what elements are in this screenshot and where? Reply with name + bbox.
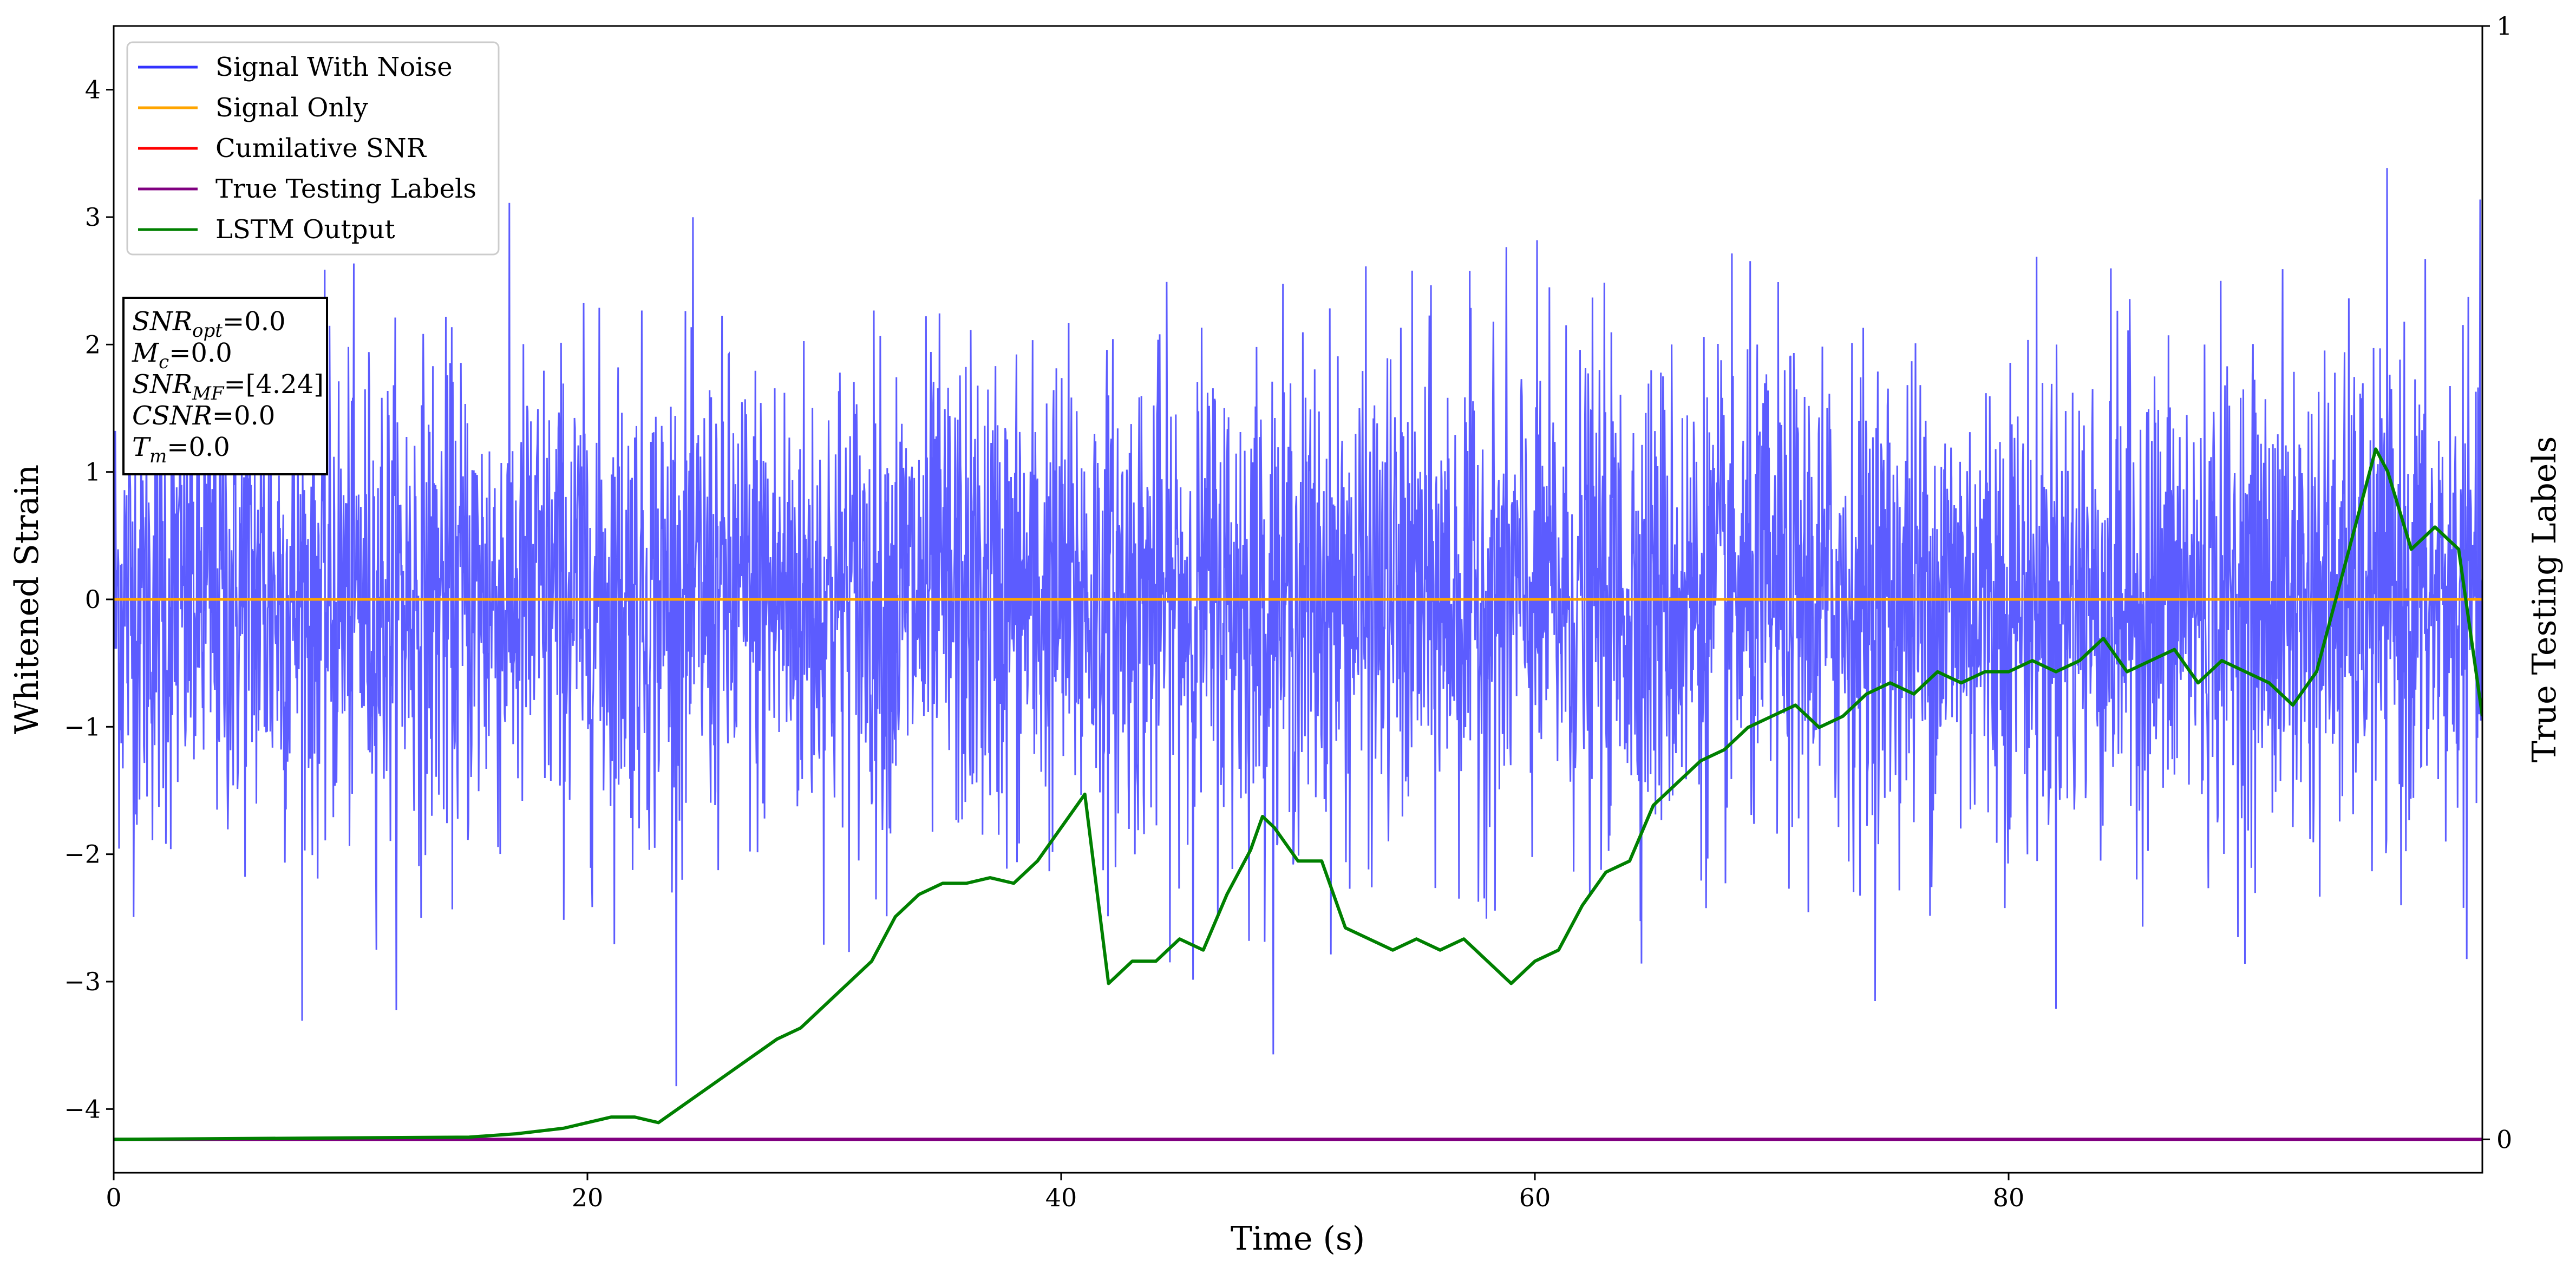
x-tick-label: 60: [1519, 1183, 1551, 1212]
x-axis-label: Time (s): [1231, 1220, 1365, 1258]
y-tick-label: −4: [64, 1094, 101, 1123]
legend-label: Signal Only: [215, 93, 368, 123]
legend-label: Signal With Noise: [215, 52, 453, 82]
series-lstm-output: [114, 447, 2482, 1141]
x-tick-label: 80: [1993, 1183, 2025, 1212]
y-axis-label: Whitened Strain: [8, 465, 46, 734]
plot-area: [114, 168, 2482, 1141]
info-box-frame: [122, 297, 328, 475]
legend-frame: [126, 41, 500, 256]
y-tick-label: 1: [85, 458, 101, 487]
legend: Signal With Noise Signal Only Cumilative S…: [126, 41, 500, 256]
y2-axis: 01: [2482, 11, 2512, 1154]
info-box: SNRopt=0.0Mc=0.0SNRMF=[4.24]CSNR=0.0Tm=0…: [122, 297, 328, 475]
info-box-line: SNRMF=[4.24]: [132, 369, 324, 404]
y-tick-label: 3: [85, 202, 101, 232]
x-tick-label: 20: [572, 1183, 604, 1212]
y-tick-label: 0: [85, 585, 101, 614]
legend-label: Cumilative SNR: [215, 133, 427, 164]
y-tick-label: −2: [64, 840, 101, 869]
y-axis: 4 3 2 1 0 −1 −2 −3 −4: [64, 75, 114, 1123]
y2-axis-label: True Testing Labels: [2526, 436, 2564, 763]
legend-label: LSTM Output: [215, 214, 395, 245]
info-box-line: Tm=0.0: [132, 432, 230, 467]
x-axis: 0 20 40 60 80: [106, 1173, 2024, 1212]
y-tick-label: −1: [64, 712, 101, 741]
info-box-line: SNRopt=0.0: [132, 306, 286, 342]
series-signal-with-noise: [114, 168, 2482, 1087]
y2-tick-label: 0: [2496, 1125, 2512, 1154]
y-tick-label: 2: [85, 330, 101, 359]
x-tick-label: 0: [106, 1183, 121, 1212]
y-tick-label: 4: [85, 75, 101, 104]
legend-label: True Testing Labels: [215, 174, 476, 204]
info-box-line: CSNR=0.0: [132, 401, 275, 431]
y2-tick-label: 1: [2496, 11, 2512, 41]
x-tick-label: 40: [1045, 1183, 1077, 1212]
info-box-line: Mc=0.0: [132, 338, 232, 373]
y-tick-label: −3: [64, 967, 101, 996]
